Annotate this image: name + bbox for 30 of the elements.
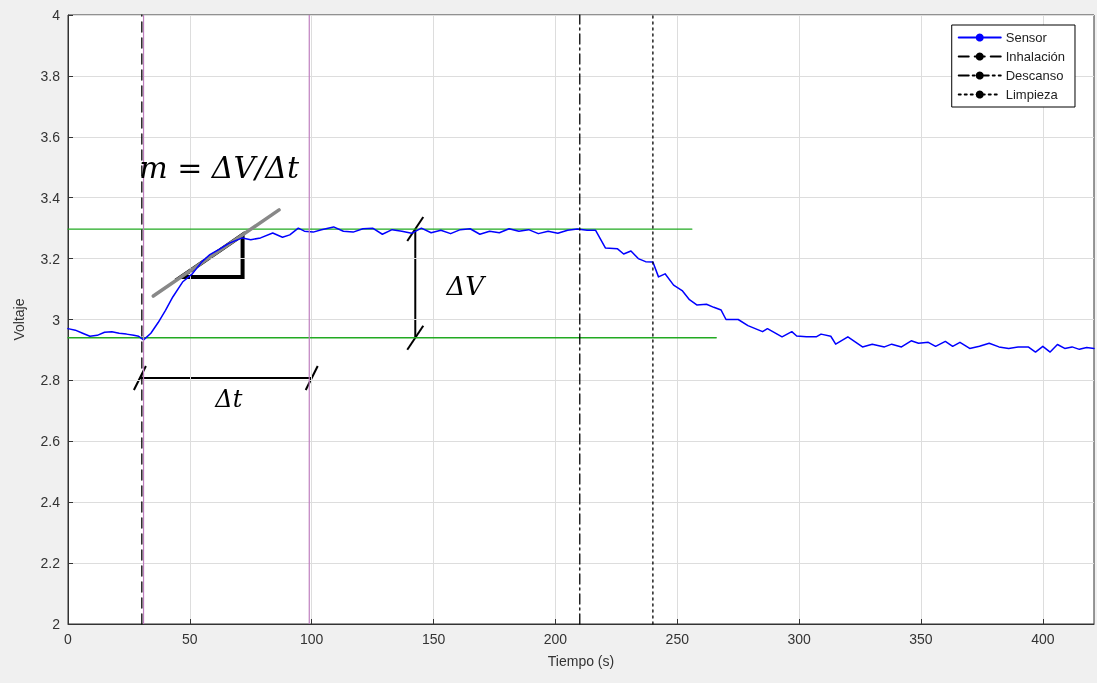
x-tick-label: 100 [300, 631, 324, 647]
y-tick-label: 3.8 [40, 67, 61, 84]
y-tick-label: 2 [52, 616, 61, 632]
y-tick-label: 2.6 [40, 433, 61, 450]
y-tick-label: 2.4 [40, 494, 61, 511]
y-tick-label: 3 [52, 311, 61, 328]
x-axis-title: Tiempo (s) [547, 653, 615, 669]
y-tick-label: 3.4 [40, 189, 61, 206]
annotation: Δt [215, 384, 243, 413]
y-tick-label: 2.8 [40, 372, 61, 389]
legend-label: Descanso [1005, 68, 1064, 83]
x-tick-label: 150 [421, 631, 446, 647]
y-tick-label: 4 [52, 7, 61, 23]
y-tick-label: 2.2 [40, 555, 61, 572]
line-series [67, 226, 1095, 353]
x-tick-label: 400 [1031, 631, 1055, 647]
annotation: ΔV [446, 271, 485, 301]
legend-label: Sensor [1005, 30, 1048, 45]
x-tick-label: 50 [182, 631, 198, 647]
y-tick-label: 3.2 [40, 250, 61, 267]
y-tick-label: 3.6 [40, 128, 61, 145]
y-axis-title: Voltaje [11, 298, 27, 341]
annotation: m = ΔV/Δt [139, 149, 300, 185]
legend-label: Limpieza [1005, 87, 1059, 102]
x-tick-label: 0 [64, 631, 73, 647]
legend-label: Inhalación [1005, 49, 1066, 64]
x-tick-label: 250 [665, 631, 690, 647]
x-tick-label: 350 [909, 631, 933, 647]
x-tick-label: 200 [543, 631, 568, 647]
x-tick-label: 300 [787, 631, 812, 647]
